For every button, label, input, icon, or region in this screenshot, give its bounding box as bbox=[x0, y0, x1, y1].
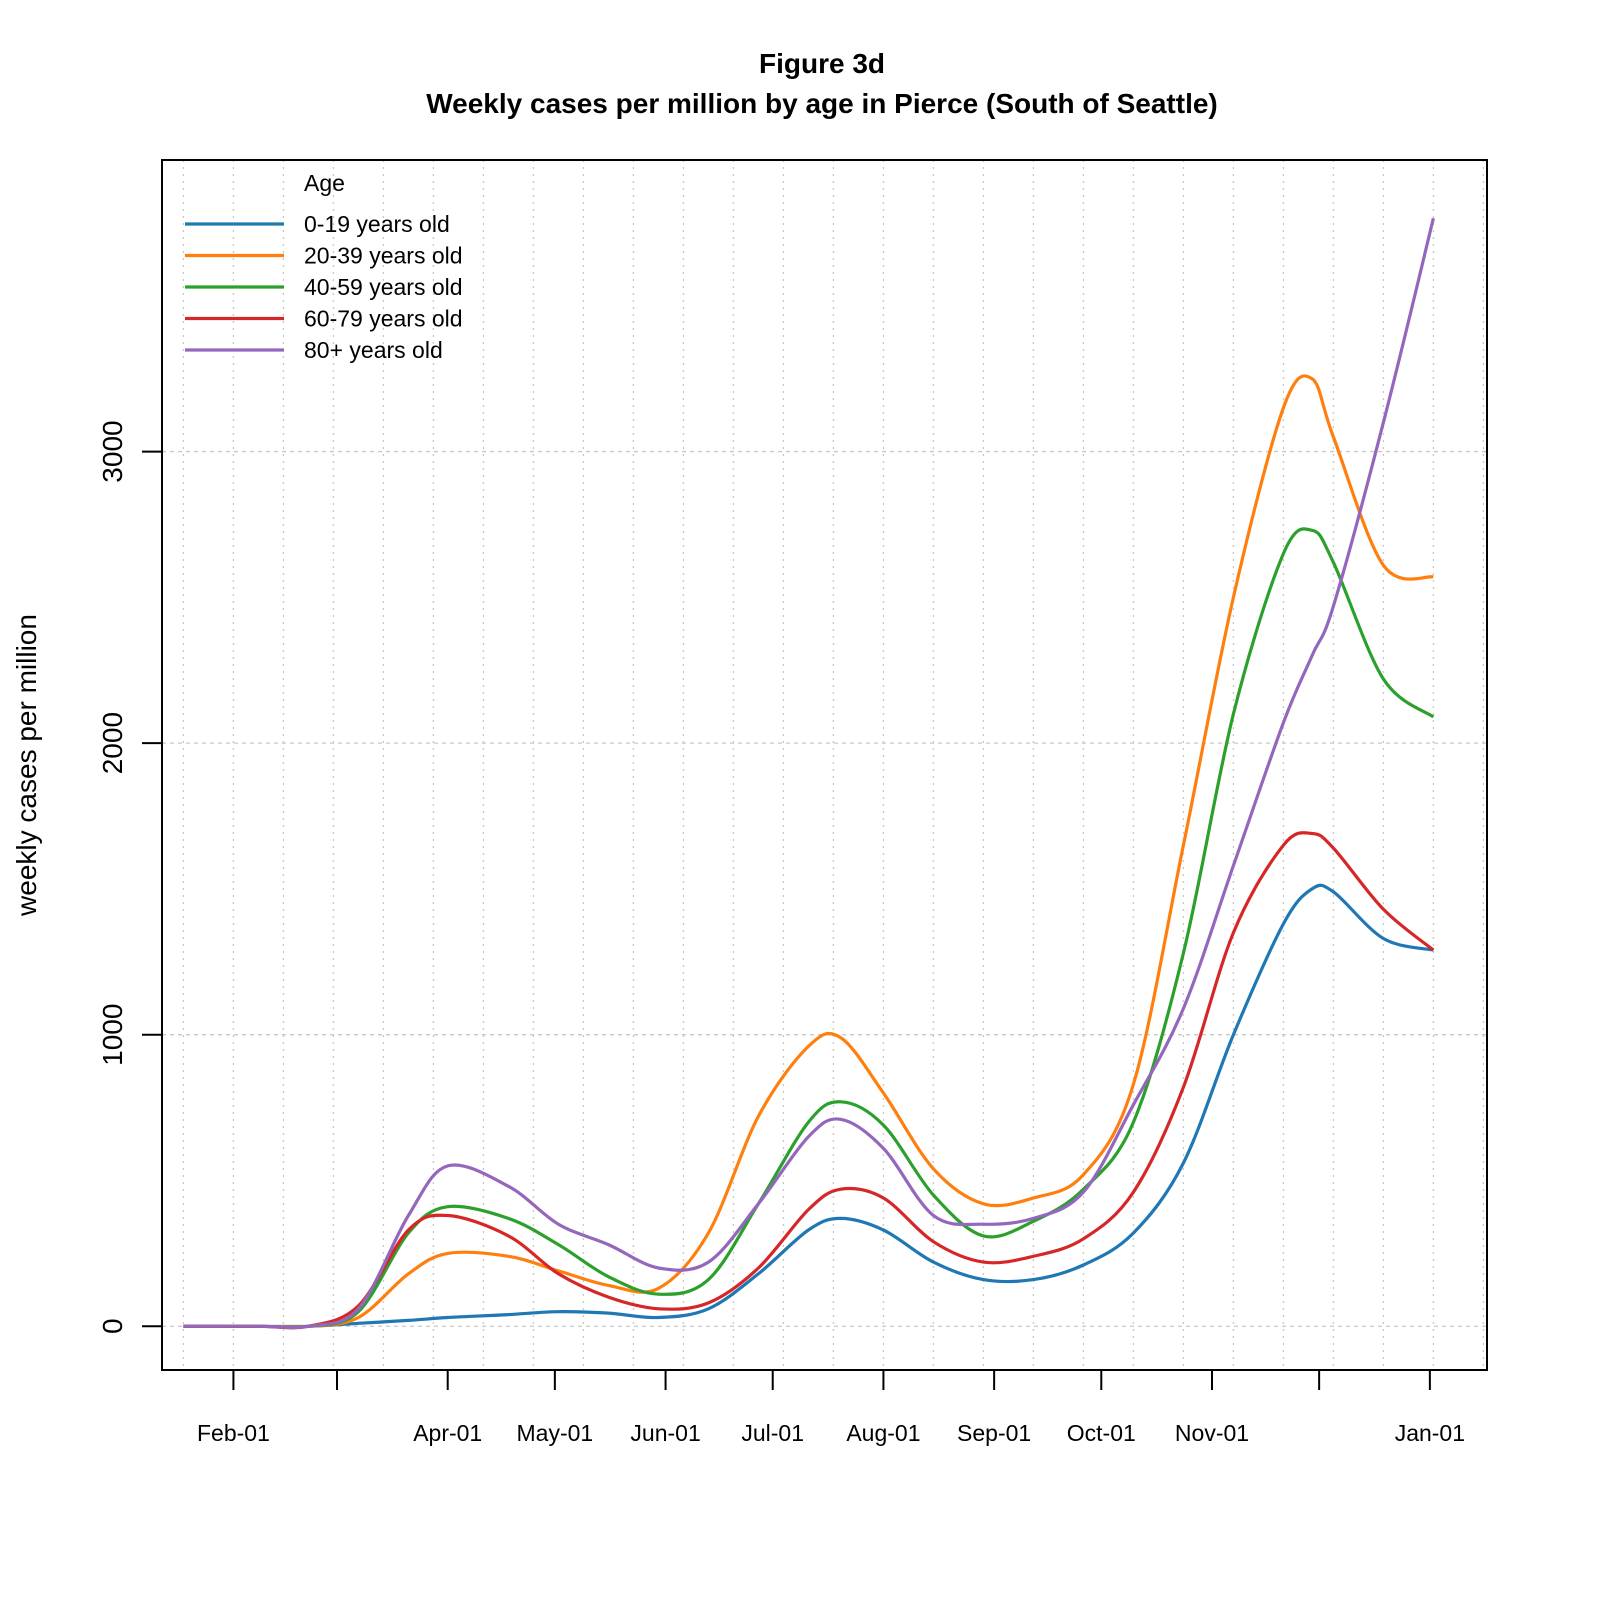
legend-label: 20-39 years old bbox=[304, 243, 463, 269]
x-tick-label: Feb-01 bbox=[197, 1420, 270, 1446]
x-tick-label: Oct-01 bbox=[1067, 1420, 1136, 1446]
x-tick-label: Nov-01 bbox=[1175, 1420, 1249, 1446]
series-line-1 bbox=[183, 374, 1434, 1329]
chart-title: Figure 3d bbox=[759, 48, 885, 79]
x-tick-label: Sep-01 bbox=[957, 1420, 1031, 1446]
x-axis: Feb-01 Apr-01 May-01 Jun-01 Jul-01 Aug-01 Sep-… bbox=[197, 1370, 1465, 1446]
series-line-2 bbox=[183, 527, 1435, 1329]
x-tick-label: May-01 bbox=[517, 1420, 594, 1446]
y-axis-label: weekly cases per million bbox=[11, 614, 42, 917]
x-tick-label: Jan-01 bbox=[1395, 1420, 1465, 1446]
legend-title: Age bbox=[304, 170, 345, 196]
legend-label: 40-59 years old bbox=[304, 274, 463, 300]
legend-label: 0-19 years old bbox=[304, 211, 450, 237]
chart-subtitle: Weekly cases per million by age in Pierc… bbox=[426, 88, 1218, 119]
y-tick-label: 2000 bbox=[97, 712, 128, 774]
y-tick-label: 1000 bbox=[97, 1004, 128, 1066]
legend-label: 60-79 years old bbox=[304, 306, 463, 332]
series-line-4 bbox=[183, 217, 1435, 1330]
x-tick-label: Apr-01 bbox=[413, 1420, 482, 1446]
plot-frame bbox=[161, 159, 1488, 1371]
y-tick-label: 0 bbox=[97, 1318, 128, 1334]
x-tick-label: Jul-01 bbox=[741, 1420, 804, 1446]
x-tick-label: Aug-01 bbox=[846, 1420, 920, 1446]
series-line-0 bbox=[183, 883, 1434, 1329]
legend-label: 80+ years old bbox=[304, 337, 443, 363]
series-line-3 bbox=[183, 831, 1435, 1330]
y-axis: 0 1000 2000 3000 bbox=[97, 420, 162, 1334]
legend: Age 0-19 years old 20-39 years old 40-59 y… bbox=[185, 170, 463, 363]
y-tick-label: 3000 bbox=[97, 420, 128, 482]
series-lines bbox=[183, 217, 1435, 1330]
x-tick-label: Jun-01 bbox=[630, 1420, 700, 1446]
